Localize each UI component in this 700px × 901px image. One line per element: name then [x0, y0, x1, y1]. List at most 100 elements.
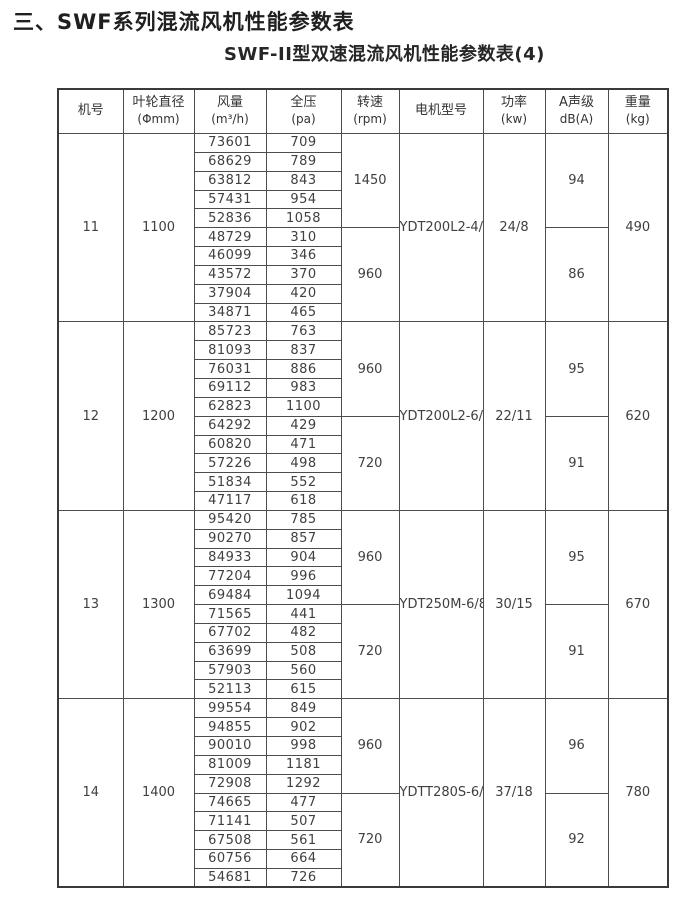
table-row: 71565 441 720 91 — [58, 604, 668, 700]
table-row: 74665 477 720 92 — [58, 792, 668, 888]
total-pressure-cell: 1181 — [265, 754, 342, 775]
table-row: 54681 726 — [58, 867, 668, 888]
column-header-label: 重量 — [624, 95, 651, 111]
table-header-row: 机号 叶轮直径 (Φmm) 风量 (m³/h) 全压 (pa) 转速 (rpm) 电机型号 功率 (k… — [57, 88, 669, 134]
table-row: 14 1400 99554 849 960 YDTT280S-6/8 37/18 96 780 — [57, 698, 669, 888]
column-header-unit: (Φmm) — [137, 112, 180, 127]
airflow-cell: 67508 — [193, 830, 267, 851]
speed-cell: 960 — [340, 321, 400, 417]
airflow-cell: 54681 — [193, 867, 267, 888]
table-row: 62823 1100 — [58, 396, 668, 417]
column-header: 重量 (kg) — [607, 88, 669, 134]
sound-level-cell: 86 — [544, 227, 609, 323]
airflow-cell: 84933 — [193, 547, 267, 568]
machine-block: 14 1400 99554 849 960 YDTT280S-6/8 37/18 96 780 9… — [57, 698, 669, 888]
table-row: 12 1200 85723 763 960 YDT200L2-6/8 22/11 95 620 — [57, 321, 669, 511]
airflow-cell: 72908 — [193, 773, 267, 794]
airflow-cell: 47117 — [193, 491, 267, 511]
total-pressure-cell: 1058 — [265, 208, 342, 229]
table-row: 76031 886 — [58, 359, 668, 379]
total-pressure-cell: 709 — [265, 133, 342, 153]
impeller-diameter-cell: 1400 — [122, 698, 195, 888]
airflow-cell: 48729 — [193, 227, 267, 248]
table-row: 57226 498 — [58, 453, 668, 474]
column-header: A声级 dB(A) — [544, 88, 609, 134]
airflow-cell: 64292 — [193, 415, 267, 436]
total-pressure-cell: 785 — [265, 509, 342, 530]
airflow-cell: 43572 — [193, 264, 267, 285]
weight-cell: 490 — [607, 132, 669, 323]
column-header: 叶轮直径 (Φmm) — [122, 88, 195, 134]
airflow-cell: 51834 — [193, 472, 267, 493]
total-pressure-cell: 465 — [265, 302, 342, 323]
airflow-cell: 34871 — [193, 302, 267, 323]
total-pressure-cell: 902 — [265, 717, 342, 737]
sound-level-cell: 91 — [544, 604, 609, 700]
column-header-label: 全压 — [290, 95, 317, 111]
airflow-cell: 57431 — [193, 189, 267, 210]
table-row: 60820 471 — [58, 434, 668, 455]
total-pressure-cell: 477 — [265, 792, 342, 813]
table-row: 52113 615 — [58, 679, 668, 700]
total-pressure-cell: 508 — [265, 641, 342, 662]
machine-no-cell: 11 — [57, 132, 124, 323]
airflow-cell: 52836 — [193, 208, 267, 229]
total-pressure-cell: 726 — [265, 867, 342, 888]
weight-cell: 780 — [607, 698, 669, 888]
total-pressure-cell: 482 — [265, 622, 342, 643]
table-row: 43572 370 — [58, 264, 668, 285]
column-header-unit: (rpm) — [353, 112, 387, 127]
total-pressure-cell: 420 — [265, 283, 342, 304]
table-row: 84933 904 — [58, 547, 668, 568]
speed-cell: 720 — [340, 415, 400, 511]
airflow-cell: 68629 — [193, 151, 267, 172]
table-row: 67702 482 — [58, 622, 668, 643]
total-pressure-cell: 843 — [265, 170, 342, 191]
total-pressure-cell: 1292 — [265, 773, 342, 794]
total-pressure-cell: 664 — [265, 849, 342, 869]
total-pressure-cell: 789 — [265, 151, 342, 172]
sound-level-cell: 94 — [544, 132, 609, 229]
airflow-cell: 69484 — [193, 585, 267, 606]
airflow-cell: 94855 — [193, 717, 267, 737]
total-pressure-cell: 615 — [265, 679, 342, 700]
total-pressure-cell: 904 — [265, 547, 342, 568]
column-header-label: 风量 — [216, 95, 243, 111]
speed-cell: 960 — [340, 509, 400, 606]
table-row: 81009 1181 — [58, 754, 668, 775]
sound-level-cell: 92 — [544, 792, 609, 888]
table-row: 90010 998 — [58, 736, 668, 756]
column-header-unit: (kg) — [625, 112, 650, 127]
total-pressure-cell: 1094 — [265, 585, 342, 606]
total-pressure-cell: 998 — [265, 736, 342, 756]
total-pressure-cell: 1100 — [265, 396, 342, 417]
total-pressure-cell: 983 — [265, 377, 342, 398]
airflow-cell: 73601 — [193, 133, 267, 153]
airflow-cell: 67702 — [193, 622, 267, 643]
sound-level-cell: 96 — [544, 698, 609, 794]
airflow-cell: 52113 — [193, 679, 267, 700]
airflow-cell: 77204 — [193, 566, 267, 587]
total-pressure-cell: 498 — [265, 453, 342, 474]
power-cell: 37/18 — [482, 698, 546, 888]
table-row: 90270 857 — [58, 528, 668, 549]
column-header: 功率 (kw) — [482, 88, 546, 134]
total-pressure-cell: 857 — [265, 528, 342, 549]
total-pressure-cell: 886 — [265, 359, 342, 379]
weight-cell: 620 — [607, 321, 669, 511]
airflow-cell: 63699 — [193, 641, 267, 662]
column-header-unit: (pa) — [291, 112, 316, 127]
table-row: 69112 983 — [58, 377, 668, 398]
column-header-unit: dB(A) — [559, 112, 594, 127]
motor-model-cell: YDTT280S-6/8 — [398, 698, 484, 888]
airflow-cell: 60820 — [193, 434, 267, 455]
power-cell: 22/11 — [482, 321, 546, 511]
table-subtitle: SWF-II型双速混流风机性能参数表(4) — [224, 44, 545, 65]
sound-level-cell: 95 — [544, 321, 609, 417]
table-row: 71141 507 — [58, 811, 668, 832]
airflow-cell: 85723 — [193, 321, 267, 342]
table-row: 94855 902 — [58, 717, 668, 737]
power-cell: 30/15 — [482, 509, 546, 700]
total-pressure-cell: 763 — [265, 321, 342, 342]
